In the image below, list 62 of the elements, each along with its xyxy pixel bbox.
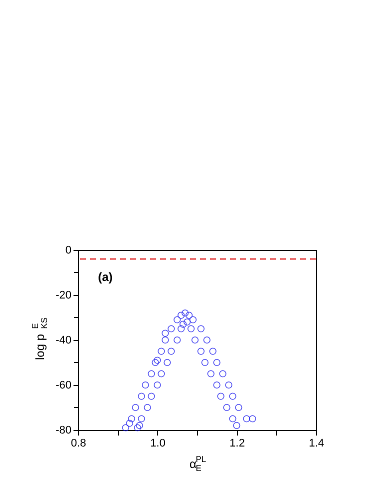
point bbox=[223, 404, 230, 412]
point bbox=[152, 358, 159, 366]
point bbox=[217, 392, 224, 400]
point bbox=[154, 381, 161, 389]
point bbox=[126, 420, 134, 427]
point bbox=[225, 381, 232, 389]
point bbox=[207, 370, 214, 378]
point bbox=[189, 316, 197, 324]
point bbox=[229, 392, 236, 400]
y-axis-title: log pEKS bbox=[30, 317, 49, 360]
point bbox=[168, 348, 175, 355]
point bbox=[158, 370, 165, 378]
point bbox=[178, 312, 185, 319]
point bbox=[235, 404, 242, 412]
point bbox=[209, 348, 216, 355]
point bbox=[182, 309, 189, 317]
y-tick-label: -60 bbox=[56, 380, 72, 392]
point bbox=[148, 370, 155, 378]
point bbox=[132, 404, 140, 412]
point bbox=[186, 312, 193, 319]
point bbox=[203, 336, 210, 344]
point bbox=[178, 325, 185, 332]
x-tick-label: 0.8 bbox=[70, 438, 86, 450]
point bbox=[248, 415, 256, 422]
point bbox=[136, 422, 144, 430]
point bbox=[164, 358, 171, 366]
point bbox=[162, 330, 169, 337]
point bbox=[187, 325, 195, 332]
point bbox=[197, 325, 205, 332]
annotation: (a) bbox=[98, 270, 113, 284]
point bbox=[184, 318, 191, 326]
y-tick-label: -80 bbox=[56, 424, 72, 436]
point bbox=[134, 424, 142, 432]
point bbox=[201, 358, 208, 366]
point bbox=[197, 348, 205, 355]
point bbox=[154, 356, 161, 364]
y-tick-label: -40 bbox=[56, 334, 72, 346]
point bbox=[138, 392, 146, 400]
point bbox=[148, 392, 155, 400]
point bbox=[219, 370, 226, 378]
point bbox=[168, 325, 175, 332]
point bbox=[243, 415, 250, 422]
point bbox=[128, 415, 136, 422]
point bbox=[180, 320, 187, 328]
y-tick-label: 0 bbox=[65, 244, 72, 256]
point bbox=[122, 424, 130, 432]
y-tick-label: -20 bbox=[56, 290, 72, 302]
point bbox=[191, 336, 199, 344]
point bbox=[174, 316, 181, 324]
point bbox=[233, 422, 240, 430]
point bbox=[138, 415, 146, 422]
point bbox=[144, 404, 151, 412]
point bbox=[158, 348, 165, 355]
point bbox=[162, 336, 169, 344]
x-tick-label: 1.2 bbox=[230, 438, 245, 450]
point bbox=[142, 381, 149, 389]
x-tick-label: 1.0 bbox=[150, 438, 166, 450]
point bbox=[213, 358, 220, 366]
point bbox=[229, 415, 236, 422]
x-tick-label: 1.4 bbox=[308, 438, 324, 450]
point bbox=[213, 381, 220, 389]
point bbox=[174, 336, 181, 344]
